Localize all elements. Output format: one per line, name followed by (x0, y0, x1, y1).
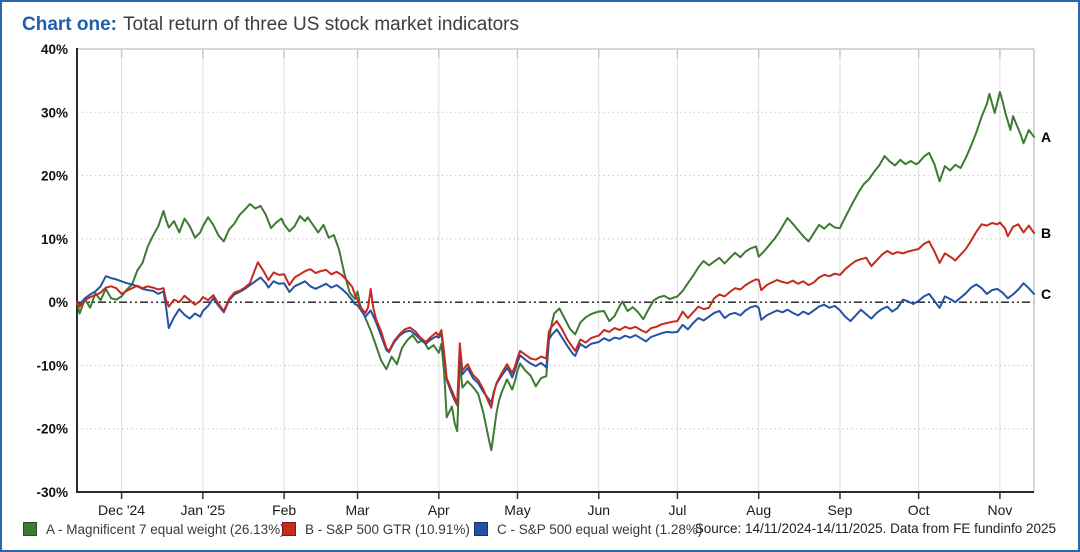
x-tick-label: Dec '24 (98, 502, 145, 518)
series-end-label-b: B (1041, 225, 1051, 241)
x-tick-label: Oct (908, 502, 930, 518)
y-tick-label: -10% (36, 358, 68, 373)
series-line-a (76, 91, 1035, 452)
chart-title: Chart one: Total return of three US stock… (22, 13, 519, 37)
y-tick-label: 20% (41, 169, 68, 184)
legend-item-c: C - S&P 500 equal weight (1.28%) (474, 519, 702, 539)
series-line-c (76, 275, 1035, 407)
series-line-b (76, 221, 1035, 409)
x-tick-label: Jan '25 (180, 502, 225, 518)
y-tick-label: 0% (48, 295, 68, 310)
y-tick-label: 30% (41, 105, 68, 120)
legend-item-b: B - S&P 500 GTR (10.91%) (282, 519, 470, 539)
source-note: Source: 14/11/2024-14/11/2025. Data from… (694, 521, 1056, 536)
y-tick-label: -20% (36, 422, 68, 437)
x-tick-label: Jun (587, 502, 610, 518)
x-tick-label: Apr (428, 502, 450, 518)
chart-title-prefix: Chart one: (22, 14, 117, 35)
y-tick-label: 40% (41, 42, 68, 57)
y-tick-label: 10% (41, 232, 68, 247)
legend-label-a: A - Magnificent 7 equal weight (26.13%) (46, 521, 285, 537)
x-tick-label: May (504, 502, 530, 518)
legend-label-b: B - S&P 500 GTR (10.91%) (305, 521, 470, 537)
y-tick-label: -30% (36, 485, 68, 500)
series-end-label-c: C (1041, 286, 1051, 302)
legend-swatch-c (474, 522, 488, 536)
x-tick-label: Mar (345, 502, 369, 518)
x-tick-label: Jul (668, 502, 686, 518)
chart-title-text: Total return of three US stock market in… (123, 14, 519, 35)
legend-swatch-a (23, 522, 37, 536)
x-tick-label: Sep (828, 502, 853, 518)
series-end-label-a: A (1041, 129, 1051, 145)
x-tick-label: Feb (272, 502, 296, 518)
legend-swatch-b (282, 522, 296, 536)
legend: A - Magnificent 7 equal weight (26.13%) … (2, 519, 1078, 543)
legend-item-a: A - Magnificent 7 equal weight (26.13%) (23, 519, 285, 539)
x-tick-label: Aug (746, 502, 771, 518)
legend-label-c: C - S&P 500 equal weight (1.28%) (497, 521, 703, 537)
x-tick-label: Nov (987, 502, 1012, 518)
